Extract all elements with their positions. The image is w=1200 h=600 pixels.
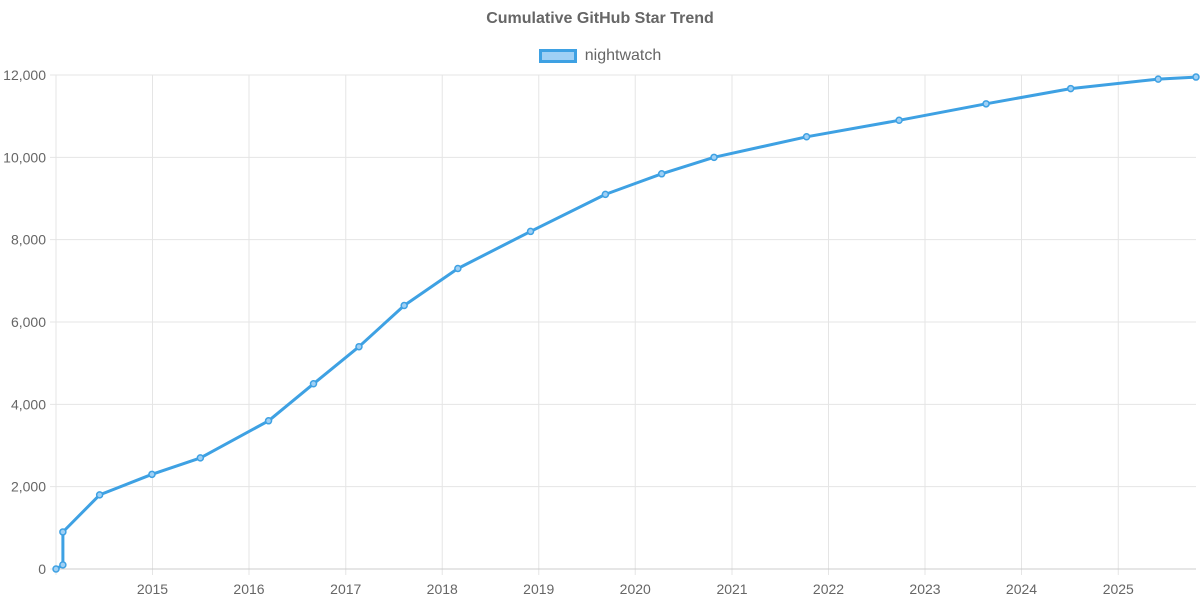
data-point bbox=[196, 454, 205, 462]
x-tick-label: 2020 bbox=[620, 581, 651, 597]
grid-lines bbox=[50, 74, 1196, 575]
data-point bbox=[895, 116, 903, 125]
data-point bbox=[1066, 84, 1075, 93]
x-tick-label: 2021 bbox=[716, 581, 747, 597]
y-tick-label: 12,000 bbox=[3, 67, 46, 83]
series-line-nightwatch bbox=[54, 75, 1198, 571]
y-tick-label: 0 bbox=[38, 561, 46, 577]
data-point bbox=[1192, 73, 1200, 81]
x-tick-label: 2018 bbox=[427, 581, 458, 597]
data-point bbox=[1154, 75, 1162, 83]
x-tick-label: 2025 bbox=[1103, 581, 1134, 597]
x-tick-label: 2023 bbox=[909, 581, 940, 597]
data-point bbox=[95, 491, 104, 499]
data-point bbox=[59, 528, 67, 536]
data-point bbox=[400, 301, 408, 310]
data-point bbox=[982, 100, 990, 108]
data-point bbox=[309, 380, 318, 388]
legend-label[interactable]: nightwatch bbox=[584, 47, 662, 64]
y-tick-label: 10,000 bbox=[3, 149, 46, 165]
x-tick-label: 2022 bbox=[813, 581, 844, 597]
data-point bbox=[802, 133, 811, 141]
data-point bbox=[601, 190, 610, 199]
data-point bbox=[59, 561, 67, 569]
data-point bbox=[52, 565, 60, 573]
chart-title: Cumulative GitHub Star Trend bbox=[486, 10, 714, 27]
series-points bbox=[52, 73, 1200, 573]
x-tick-label: 2017 bbox=[330, 581, 361, 597]
x-tick-label: 2019 bbox=[523, 581, 554, 597]
y-tick-label: 4,000 bbox=[11, 396, 46, 412]
x-tick-label: 2016 bbox=[233, 581, 264, 597]
data-point bbox=[355, 342, 363, 351]
data-point bbox=[148, 470, 156, 479]
y-tick-label: 6,000 bbox=[11, 314, 46, 330]
y-tick-label: 2,000 bbox=[11, 479, 46, 495]
legend-swatch[interactable] bbox=[538, 49, 577, 63]
x-tick-label: 2015 bbox=[137, 581, 168, 597]
data-point bbox=[710, 153, 718, 162]
data-point bbox=[526, 227, 535, 236]
data-point bbox=[264, 417, 273, 425]
legend[interactable]: nightwatch bbox=[0, 46, 1200, 66]
y-tick-label: 8,000 bbox=[11, 232, 46, 248]
x-tick-label: 2024 bbox=[1006, 581, 1037, 597]
data-point bbox=[657, 170, 666, 178]
data-point bbox=[454, 264, 462, 273]
